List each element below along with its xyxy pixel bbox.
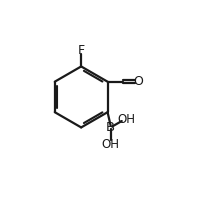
Text: F: F	[77, 44, 84, 57]
Text: OH: OH	[101, 138, 119, 151]
Text: OH: OH	[117, 113, 135, 126]
Text: B: B	[105, 121, 115, 134]
Text: O: O	[133, 75, 143, 88]
